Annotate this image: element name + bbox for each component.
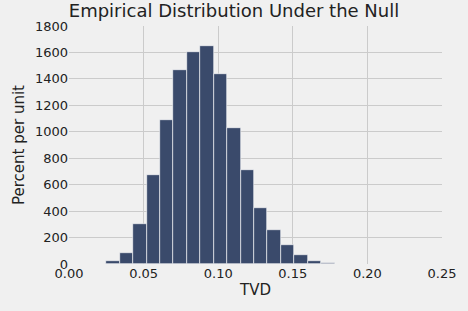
svg-text:600: 600	[43, 177, 68, 192]
svg-text:1800: 1800	[35, 19, 68, 34]
svg-text:Percent per unit: Percent per unit	[10, 85, 28, 205]
svg-text:0.20: 0.20	[353, 266, 382, 281]
svg-text:TVD: TVD	[239, 281, 271, 299]
svg-text:1600: 1600	[35, 45, 68, 60]
svg-text:0.15: 0.15	[278, 266, 307, 281]
svg-text:0.10: 0.10	[204, 266, 233, 281]
svg-text:0.00: 0.00	[55, 266, 84, 281]
svg-text:Empirical Distribution Under t: Empirical Distribution Under the Null	[69, 0, 399, 21]
svg-text:400: 400	[43, 204, 68, 219]
svg-text:1200: 1200	[35, 98, 68, 113]
svg-text:0.05: 0.05	[129, 266, 158, 281]
svg-text:800: 800	[43, 151, 68, 166]
svg-text:1000: 1000	[35, 124, 68, 139]
svg-text:1400: 1400	[35, 71, 68, 86]
svg-text:200: 200	[43, 230, 68, 245]
svg-text:0.25: 0.25	[428, 266, 457, 281]
svg-text:0: 0	[60, 257, 68, 272]
